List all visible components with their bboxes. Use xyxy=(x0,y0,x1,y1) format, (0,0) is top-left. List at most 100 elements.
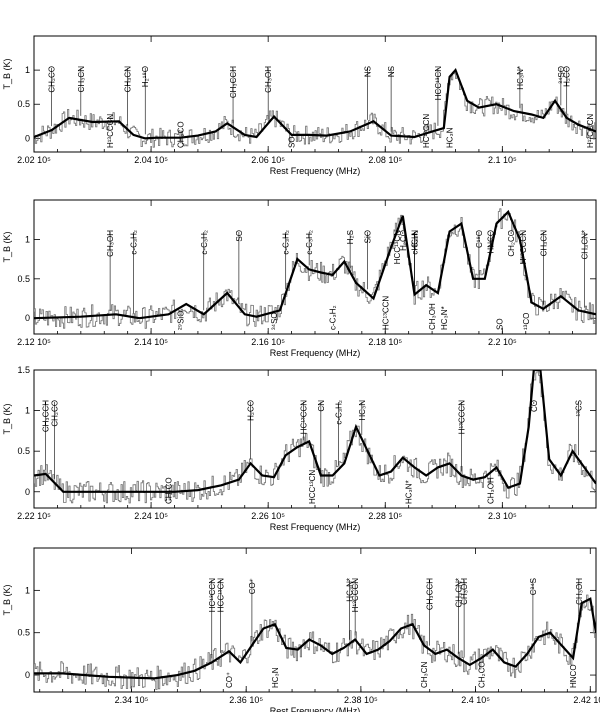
line-id-label: CO xyxy=(530,400,539,412)
line-id-label: CH₃CN* xyxy=(454,578,463,607)
line-id-label: HCC¹³CN xyxy=(216,578,225,612)
line-id-label: HC¹³CCN xyxy=(299,400,308,434)
line-id-label: NS xyxy=(364,66,373,77)
x-tick-label: 2.16 10⁵ xyxy=(251,337,285,347)
x-tick-label: 2.24 10⁵ xyxy=(134,511,168,521)
line-id-label: HNCO xyxy=(569,664,578,688)
line-id-label: SiO xyxy=(364,230,373,243)
line-id-label: HCC¹³CN xyxy=(434,66,443,100)
y-tick-label: 0 xyxy=(25,313,30,323)
line-id-label: c-C₃H₂ xyxy=(130,230,139,255)
line-id-label: HC¹³CCN xyxy=(208,578,217,612)
line-id-label: H¹³CCCN xyxy=(351,578,360,612)
y-tick-label: 1.5 xyxy=(17,365,30,375)
x-tick-label: 2.3 10⁵ xyxy=(488,511,517,521)
line-id-label: H¹³CCCN xyxy=(519,230,528,264)
y-axis-title: T_B (K) xyxy=(2,403,12,434)
line-id-label: CO⁺ xyxy=(248,578,257,594)
x-tick-label: 2.2 10⁵ xyxy=(488,337,517,347)
spectrum-panel-1: 2.02 10⁵ 2.04 10⁵ 2.06 10⁵ 2.08 10⁵ 2.1 10⁵ 0… xyxy=(2,35,597,176)
observed-spectrum xyxy=(34,208,596,329)
x-axis-title: Rest Frequency (MHz) xyxy=(270,348,361,358)
line-id-label: ³⁴SO xyxy=(557,66,566,84)
x-axis-title: Rest Frequency (MHz) xyxy=(270,522,361,532)
line-id-label: CH₃CN* xyxy=(580,230,589,259)
spectrum-panel-4: 2.34 10⁵ 2.36 10⁵ 2.38 10⁵ 2.4 10⁵ 2.42 10⁵ 0… xyxy=(2,547,600,712)
line-id-label: CH₃OH xyxy=(575,578,584,605)
line-id-label: HC¹³CCN xyxy=(381,296,390,330)
line-id-label: HC¹³CCN xyxy=(422,114,431,148)
model-spectrum xyxy=(34,597,596,680)
line-id-label: HCC¹³CN xyxy=(308,470,317,504)
y-tick-label: 0.5 xyxy=(17,628,30,638)
line-id-label: c-C₃H₂ xyxy=(200,230,209,255)
line-id-label: CH₃CCH xyxy=(426,578,435,610)
y-tick-label: 1 xyxy=(25,234,30,244)
line-id-label: CH₃OH xyxy=(106,230,115,257)
x-tick-label: 2.1 10⁵ xyxy=(488,155,517,165)
x-tick-label: 2.06 10⁵ xyxy=(251,155,285,165)
line-id-label: NS xyxy=(387,66,396,77)
line-id-label: CH₃OH xyxy=(428,303,437,330)
line-id-label: c-C₃H₂ xyxy=(282,230,291,255)
x-tick-label: 2.42 10⁵ xyxy=(573,695,600,705)
y-tick-label: 1 xyxy=(25,585,30,595)
line-id-label: H₂CO xyxy=(247,400,256,421)
line-id-label: CH₃CN xyxy=(420,661,429,688)
y-tick-label: 0 xyxy=(25,133,30,143)
x-tick-label: 2.34 10⁵ xyxy=(115,695,149,705)
x-tick-label: 2.12 10⁵ xyxy=(17,337,51,347)
line-id-label: CH₂CO xyxy=(176,121,185,148)
line-id-label: c-C₃H₂ xyxy=(411,230,420,255)
line-id-label: CH₃CCH xyxy=(229,66,238,98)
observed-spectrum xyxy=(34,594,596,690)
line-id-label: ²⁹SiO xyxy=(176,311,185,330)
y-tick-label: 1 xyxy=(25,65,30,75)
model-spectrum xyxy=(34,67,596,140)
spectrum-panel-2: 2.12 10⁵ 2.14 10⁵ 2.16 10⁵ 2.18 10⁵ 2.2 10⁵ 0… xyxy=(2,199,597,358)
line-id-label: HC₃N xyxy=(358,400,367,421)
line-id-label: HC₃N xyxy=(271,667,280,688)
line-id-label: CH₃CN xyxy=(124,66,133,93)
line-id-label: SO xyxy=(235,230,244,242)
line-id-label: CN xyxy=(317,400,326,412)
x-axis-title: Rest Frequency (MHz) xyxy=(270,706,361,712)
x-axis-title: Rest Frequency (MHz) xyxy=(270,166,361,176)
x-tick-label: 2.36 10⁵ xyxy=(229,695,263,705)
line-id-label: ¹³CO xyxy=(522,313,531,330)
line-id-label: SO xyxy=(288,136,297,148)
spectrum-panel-3: 2.22 10⁵ 2.24 10⁵ 2.26 10⁵ 2.28 10⁵ 2.3 10⁵ 0… xyxy=(2,365,597,532)
line-id-label: CH₂CO xyxy=(50,400,59,427)
line-id-label: H₂S xyxy=(346,230,355,244)
x-tick-label: 2.28 10⁵ xyxy=(368,511,402,521)
line-id-label: CO⁺ xyxy=(225,672,234,688)
y-tick-label: 0.5 xyxy=(17,99,30,109)
x-tick-label: 2.4 10⁵ xyxy=(461,695,490,705)
line-id-label: H₂¹⁸O xyxy=(141,66,150,87)
line-id-label: CH₃CN xyxy=(539,230,548,257)
x-tick-label: 2.26 10⁵ xyxy=(251,511,285,521)
x-tick-label: 2.18 10⁵ xyxy=(368,337,402,347)
line-id-label: HC₃N* xyxy=(345,578,354,602)
x-tick-label: 2.08 10⁵ xyxy=(368,155,402,165)
line-id-label: H¹³CCCN xyxy=(457,400,466,434)
y-tick-label: 0 xyxy=(25,487,30,497)
line-id-label: HC₃N* xyxy=(516,66,525,90)
y-axis-title: T_B (K) xyxy=(2,584,12,615)
line-id-label: CH₃CN xyxy=(77,66,86,93)
line-id-label: H₂CO xyxy=(563,66,572,87)
line-id-label: CH₃CCH xyxy=(42,400,51,432)
x-tick-label: 2.14 10⁵ xyxy=(134,337,168,347)
x-tick-label: 2.22 10⁵ xyxy=(17,511,51,521)
line-id-label: CH₂CO xyxy=(165,477,174,504)
line-id-label: C¹⁸O xyxy=(475,230,484,248)
x-tick-label: 2.38 10⁵ xyxy=(344,695,378,705)
line-id-label: HC₃N xyxy=(411,230,420,251)
line-id-label: CH₂CO xyxy=(477,661,486,688)
line-id-label: HNCO xyxy=(487,230,496,254)
y-tick-label: 0.5 xyxy=(17,274,30,284)
line-id-label: CH₂CO xyxy=(507,230,516,257)
line-id-label: CH₃OH xyxy=(264,66,273,93)
y-axis-title: T_B (K) xyxy=(2,231,12,262)
